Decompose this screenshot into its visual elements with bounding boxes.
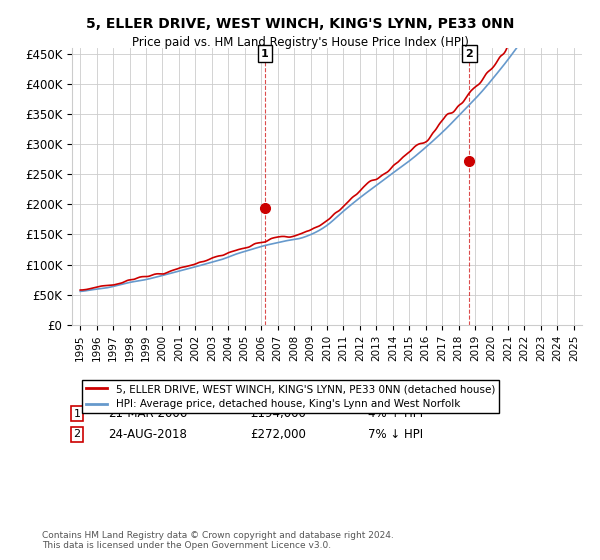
Text: Price paid vs. HM Land Registry's House Price Index (HPI): Price paid vs. HM Land Registry's House … — [131, 36, 469, 49]
Text: 24-AUG-2018: 24-AUG-2018 — [108, 428, 187, 441]
Text: 2: 2 — [74, 430, 80, 439]
Text: 1: 1 — [74, 408, 80, 418]
Text: £194,000: £194,000 — [251, 407, 307, 420]
Text: £272,000: £272,000 — [251, 428, 307, 441]
Text: 5, ELLER DRIVE, WEST WINCH, KING'S LYNN, PE33 0NN: 5, ELLER DRIVE, WEST WINCH, KING'S LYNN,… — [86, 17, 514, 31]
Text: 21-MAR-2006: 21-MAR-2006 — [108, 407, 187, 420]
Text: 1: 1 — [261, 49, 269, 59]
Text: Contains HM Land Registry data © Crown copyright and database right 2024.
This d: Contains HM Land Registry data © Crown c… — [42, 530, 394, 550]
Text: 7% ↓ HPI: 7% ↓ HPI — [368, 428, 423, 441]
Legend: 5, ELLER DRIVE, WEST WINCH, KING'S LYNN, PE33 0NN (detached house), HPI: Average: 5, ELLER DRIVE, WEST WINCH, KING'S LYNN,… — [82, 380, 499, 413]
Text: 4% ↑ HPI: 4% ↑ HPI — [368, 407, 423, 420]
Text: 2: 2 — [466, 49, 473, 59]
